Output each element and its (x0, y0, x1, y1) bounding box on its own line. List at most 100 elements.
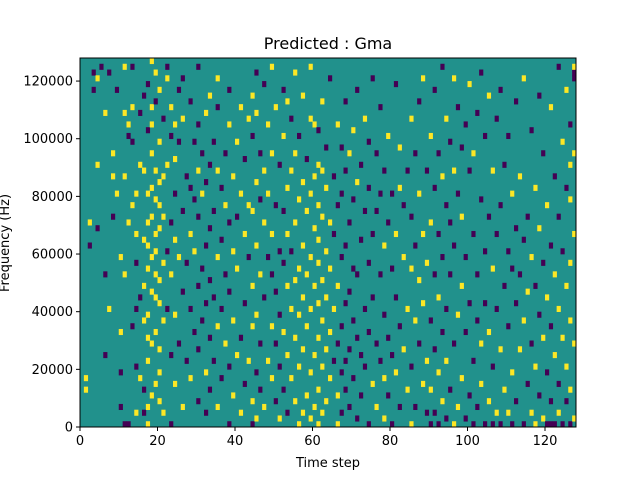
heatmap-cell (111, 173, 116, 180)
heatmap-cell (277, 161, 282, 168)
heatmap-cell (153, 230, 158, 238)
y-tick-label: 120000 (23, 75, 73, 90)
heatmap-cell (498, 346, 503, 353)
heatmap-cell (409, 265, 414, 272)
heatmap-cell (541, 150, 546, 157)
heatmap-cell (355, 271, 360, 278)
heatmap-cell (343, 242, 348, 249)
heatmap-cell (552, 271, 557, 278)
heatmap-cell (320, 213, 325, 220)
heatmap-cell (436, 421, 441, 428)
x-tick-label: 120 (533, 434, 558, 449)
heatmap-cell (328, 328, 333, 336)
heatmap-cell (149, 104, 154, 111)
heatmap-cell (409, 363, 414, 370)
heatmap-cell (126, 132, 131, 140)
heatmap-cell (157, 202, 162, 209)
heatmap-cell (258, 340, 263, 347)
heatmap-cell (343, 386, 348, 393)
heatmap-cell (432, 409, 437, 416)
heatmap-cell (188, 98, 193, 105)
heatmap-cell (180, 75, 185, 82)
heatmap-cell (370, 230, 375, 238)
heatmap-cell (153, 248, 158, 255)
heatmap-cell (165, 305, 170, 312)
heatmap-cell (351, 196, 356, 203)
heatmap-cell (463, 254, 468, 261)
heatmap-cell (157, 398, 162, 405)
heatmap-cell (525, 380, 530, 387)
heatmap-cell (467, 81, 472, 88)
heatmap-cell (331, 305, 337, 312)
heatmap-cell (169, 352, 174, 359)
heatmap-cell (254, 369, 259, 376)
heatmap-cell (266, 357, 271, 364)
heatmap-cell (479, 196, 484, 203)
heatmap-cell (142, 236, 147, 243)
heatmap-cell (250, 282, 255, 289)
heatmap-cell (452, 242, 457, 249)
heatmap-cell (145, 421, 151, 428)
heatmap-cell (293, 69, 298, 76)
heatmap-cell (393, 81, 399, 88)
heatmap-cell (273, 202, 278, 209)
plot-frame (79, 57, 577, 428)
heatmap-cell (254, 415, 259, 422)
heatmap-cell (246, 115, 251, 122)
heatmap-cell (355, 415, 360, 422)
heatmap-cell (316, 127, 321, 134)
heatmap-cell (173, 190, 178, 197)
heatmap-cell (490, 421, 495, 428)
x-tick-label: 60 (304, 434, 321, 449)
heatmap-cell (545, 421, 550, 428)
heatmap-cell (359, 392, 364, 399)
heatmap-cell (382, 242, 387, 249)
heatmap-cell (486, 213, 492, 220)
heatmap-cell (153, 271, 158, 278)
heatmap-cell (223, 202, 228, 209)
heatmap-cell (436, 230, 441, 238)
heatmap-cell (176, 254, 182, 261)
heatmap-cell (506, 323, 511, 330)
heatmap-cell (211, 357, 216, 364)
heatmap-cell (397, 184, 402, 191)
heatmap-cell (335, 392, 340, 399)
heatmap-cell (184, 259, 189, 266)
heatmap-cell (196, 346, 201, 353)
heatmap-cell (215, 254, 220, 261)
heatmap-cell (204, 109, 209, 116)
heatmap-cell (390, 190, 395, 197)
heatmap-cell (335, 421, 340, 428)
heatmap-cell (91, 69, 96, 76)
heatmap-cell (235, 265, 240, 272)
heatmap-cell (401, 346, 406, 353)
heatmap-cell (114, 190, 120, 197)
heatmap-cell (378, 271, 383, 278)
heatmap-cell (405, 167, 410, 174)
heatmap-cell (149, 213, 154, 220)
heatmap-cell (548, 398, 554, 405)
heatmap-cell (227, 86, 232, 93)
heatmap-cell (184, 357, 189, 364)
heatmap-cell (161, 259, 166, 266)
heatmap-cell (204, 242, 209, 249)
heatmap-cell (564, 282, 569, 289)
heatmap-cell (351, 375, 356, 382)
heatmap-cell (269, 271, 275, 278)
heatmap-cell (188, 305, 193, 312)
heatmap-cell (335, 202, 340, 209)
heatmap-cell (517, 346, 523, 353)
heatmap-cell (529, 254, 534, 261)
heatmap-cell (130, 323, 135, 330)
heatmap-cell (498, 202, 503, 209)
heatmap-cell (552, 173, 557, 180)
heatmap-cell (517, 173, 523, 180)
heatmap-cell (316, 236, 321, 243)
heatmap-cell (328, 219, 333, 226)
heatmap-cell (568, 317, 573, 324)
heatmap-cell (506, 248, 511, 255)
heatmap-cell (370, 75, 375, 82)
heatmap-cell (440, 173, 445, 180)
heatmap-cell (374, 403, 379, 411)
heatmap-cell (533, 363, 538, 370)
